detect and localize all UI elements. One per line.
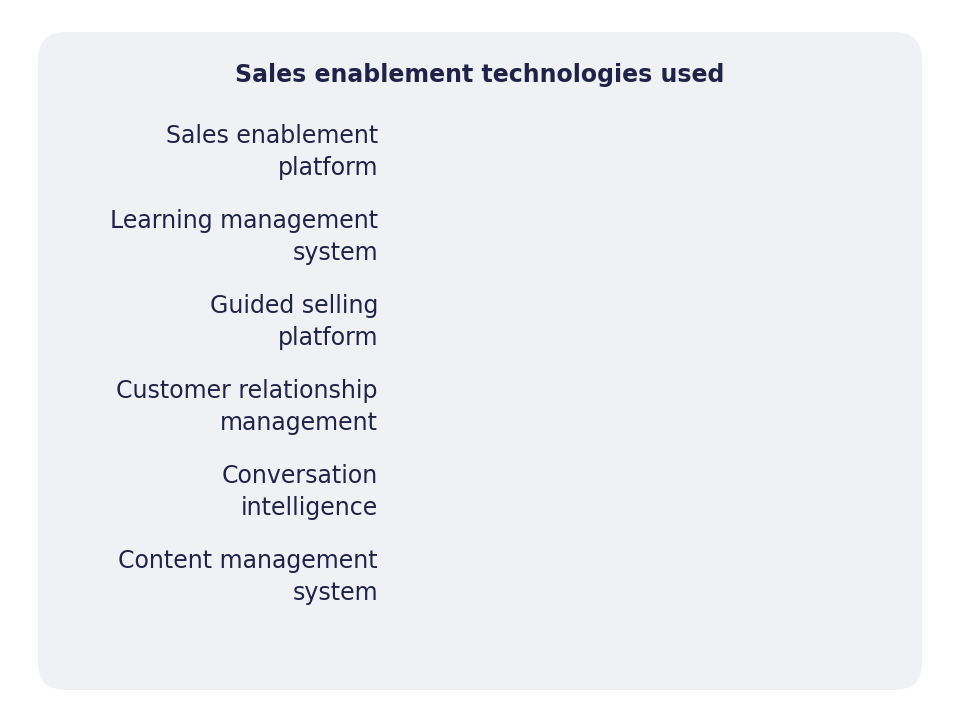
Text: Customer relationship
management: Customer relationship management <box>116 379 378 436</box>
Text: Learning management
system: Learning management system <box>109 209 378 265</box>
Text: Guided selling
platform: Guided selling platform <box>209 294 378 350</box>
Text: Content management
system: Content management system <box>118 549 378 606</box>
Text: Sales enablement technologies used: Sales enablement technologies used <box>235 63 725 87</box>
Text: Conversation
intelligence: Conversation intelligence <box>222 464 378 521</box>
FancyBboxPatch shape <box>38 32 922 690</box>
Text: Sales enablement
platform: Sales enablement platform <box>166 124 378 180</box>
